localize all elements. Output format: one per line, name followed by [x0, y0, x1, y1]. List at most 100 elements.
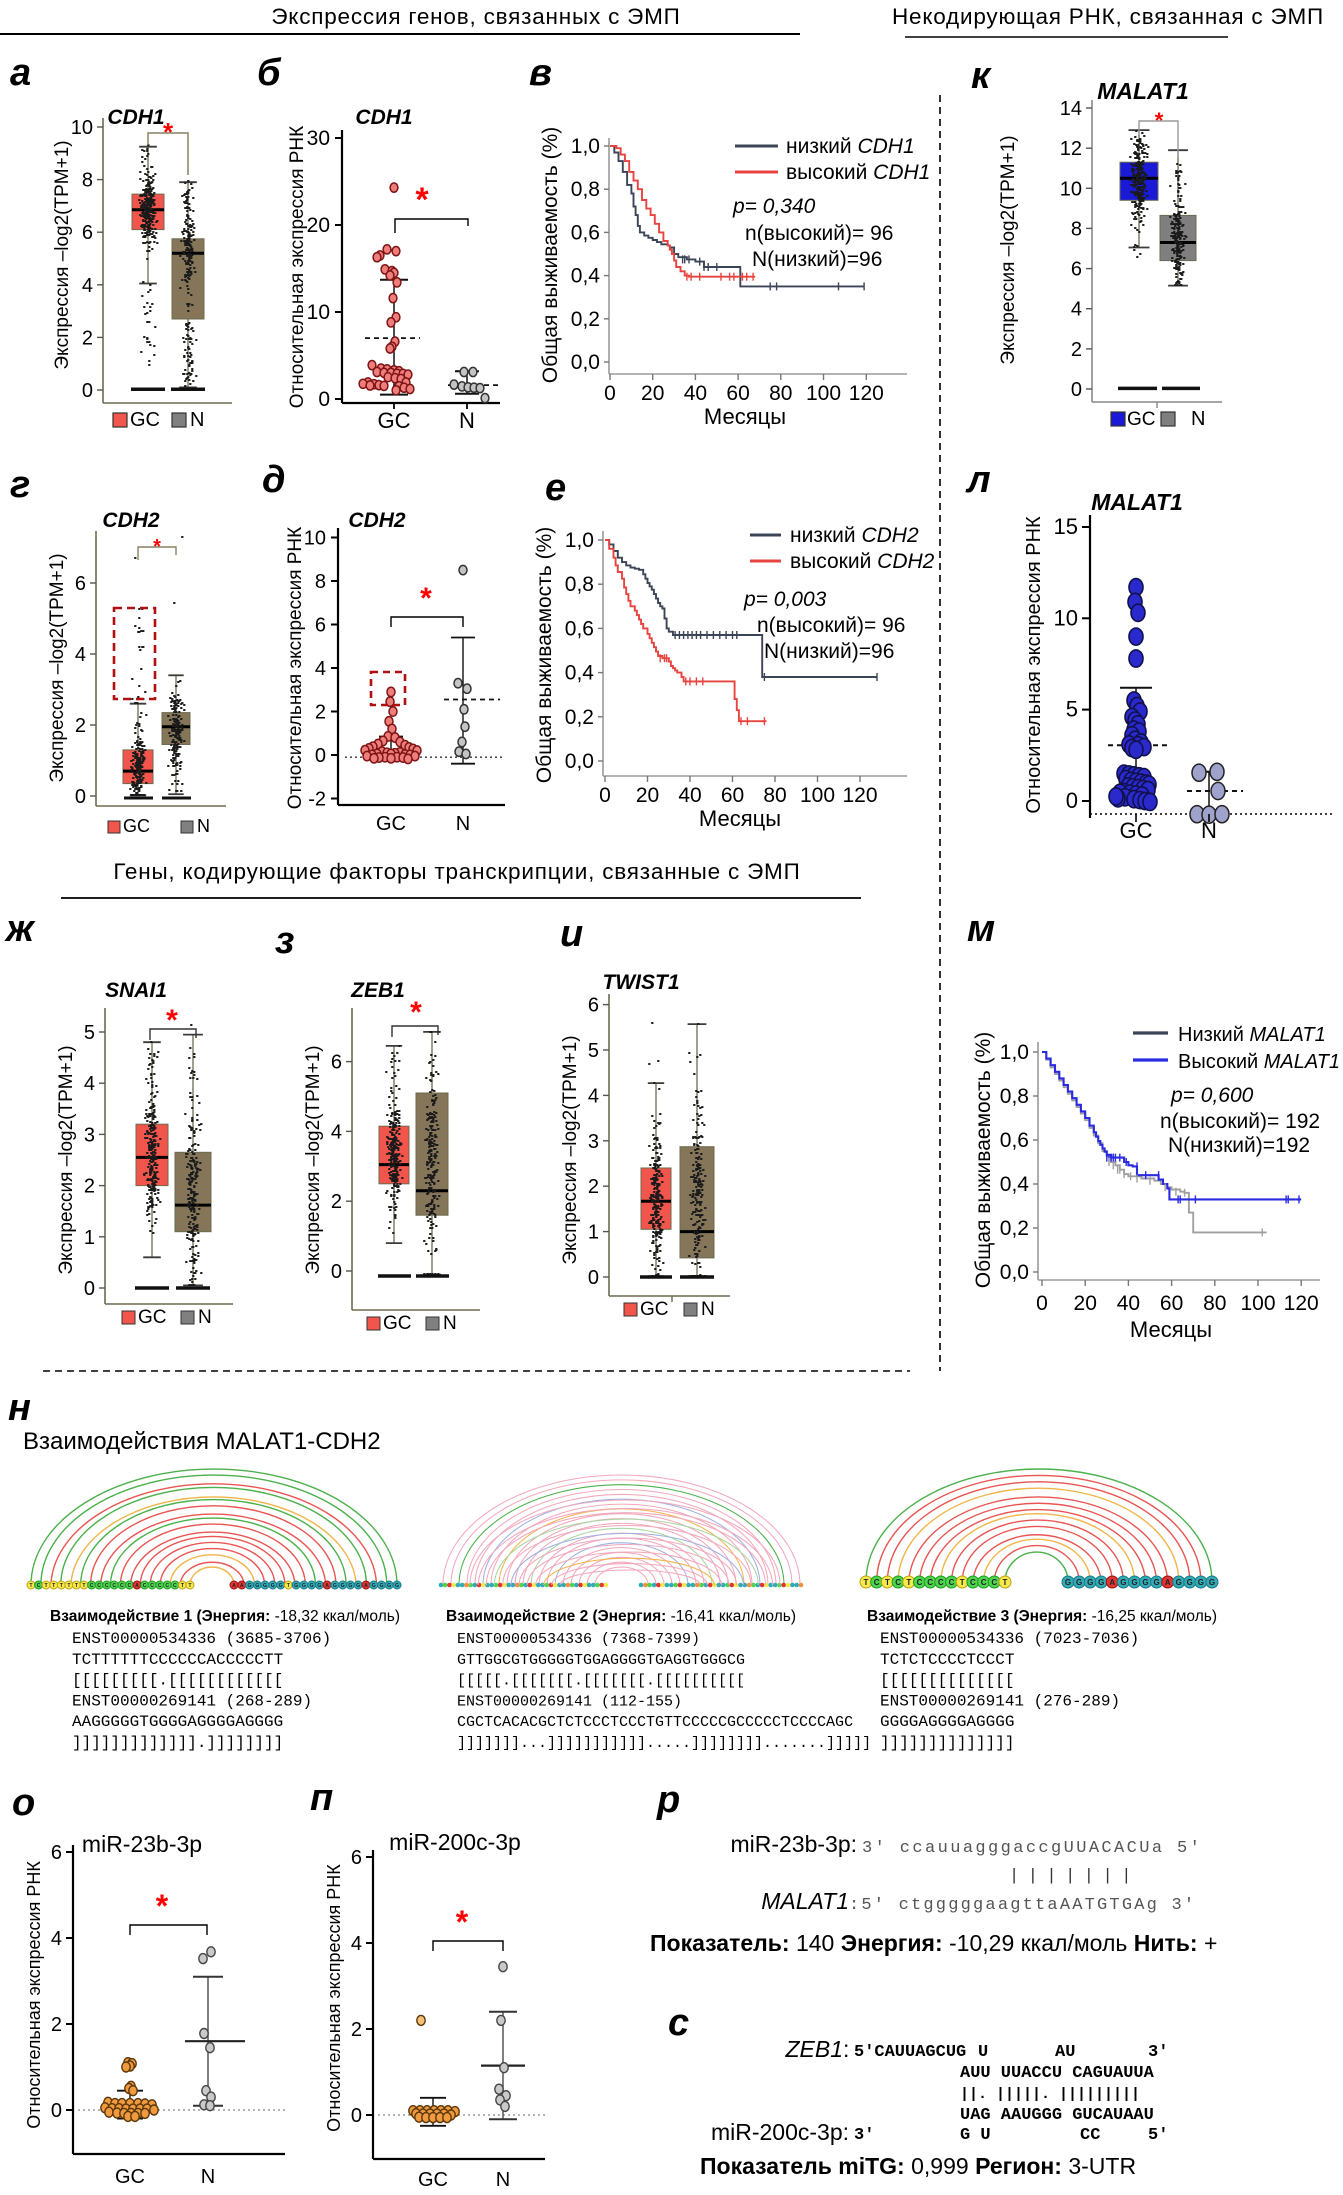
- svg-text:T: T: [52, 1583, 56, 1589]
- svg-text:2: 2: [331, 1191, 342, 1213]
- svg-text:100: 100: [800, 784, 835, 807]
- svg-text:Экспрессия генов, связанных с: Экспрессия генов, связанных с ЭМП: [271, 4, 680, 29]
- svg-text:5'CAUUAGCUG: 5'CAUUAGCUG: [854, 2043, 966, 2062]
- svg-text:CDH2: CDH2: [102, 509, 159, 532]
- svg-text:G: G: [333, 1583, 337, 1589]
- svg-text:2: 2: [82, 327, 93, 349]
- svg-text:GC: GC: [1120, 818, 1153, 843]
- svg-text:3' ccauuagggaccgUUACACUa 5': 3' ccauuagggaccgUUACACUa 5': [862, 1839, 1202, 1858]
- svg-text:ZEB1: ZEB1: [784, 2036, 843, 2062]
- svg-text:4: 4: [351, 1933, 362, 1955]
- svg-text:N: N: [197, 816, 210, 836]
- svg-text:T: T: [287, 1583, 291, 1589]
- svg-text:C: C: [105, 1583, 109, 1589]
- svg-text:G: G: [1187, 1578, 1193, 1587]
- svg-text:G: G: [1209, 1578, 1215, 1587]
- svg-text:1,0: 1,0: [1000, 1041, 1029, 1064]
- svg-text:к: к: [971, 55, 992, 97]
- svg-text:N: N: [459, 408, 475, 433]
- svg-text:низкий CDH2: низкий CDH2: [790, 524, 919, 547]
- svg-text:2: 2: [315, 702, 326, 724]
- svg-text:C: C: [158, 1583, 162, 1589]
- svg-text:T: T: [885, 1578, 890, 1587]
- svg-text:1: 1: [588, 1222, 599, 1244]
- svg-text:N: N: [201, 2166, 215, 2188]
- svg-text:TCTTTTTTCCCCCCACCCCCTT: TCTTTTTTCCCCCCACCCCCTT: [72, 1651, 283, 1669]
- svg-text:GC: GC: [376, 813, 406, 835]
- svg-text:[[[[[.[[[[[[[.[[[[[[[.[[[[[[[[: [[[[[.[[[[[[[.[[[[[[[.[[[[[[[[[[: [457, 1673, 745, 1690]
- svg-text:GC: GC: [383, 1313, 412, 1334]
- svg-text:T: T: [960, 1578, 965, 1587]
- svg-text:р: р: [656, 1779, 680, 1821]
- svg-text:G: G: [341, 1583, 345, 1589]
- svg-text:0: 0: [82, 380, 93, 402]
- svg-text:м: м: [967, 908, 995, 950]
- svg-text:80: 80: [763, 784, 786, 807]
- svg-text:з: з: [275, 920, 294, 962]
- svg-text:120: 120: [849, 382, 884, 405]
- svg-text:U: U: [978, 2043, 988, 2062]
- svg-text:CC: CC: [1080, 2126, 1100, 2145]
- svg-text:N: N: [443, 1313, 457, 1334]
- svg-text:miR-200c-3p:: miR-200c-3p:: [711, 2119, 849, 2145]
- svg-text:AU: AU: [1055, 2043, 1075, 2062]
- svg-text:N: N: [1201, 818, 1217, 843]
- svg-text:|||||||: |||||||: [1009, 1867, 1140, 1886]
- svg-text:UAG AAUGGG GUCAUAAU: UAG AAUGGG GUCAUAAU: [960, 2106, 1154, 2125]
- svg-text:C: C: [128, 1583, 132, 1589]
- svg-text:20: 20: [641, 382, 664, 405]
- svg-text:G: G: [247, 1583, 251, 1589]
- svg-text:0: 0: [1066, 788, 1078, 813]
- svg-text:80: 80: [1203, 1292, 1226, 1315]
- svg-text:ENST00000269141 (276-289): ENST00000269141 (276-289): [880, 1692, 1120, 1710]
- svg-text:miR-23b-3p: miR-23b-3p: [82, 1831, 202, 1857]
- svg-text:3': 3': [854, 2126, 874, 2145]
- svg-text:40: 40: [684, 382, 707, 405]
- svg-text:C: C: [895, 1578, 901, 1587]
- svg-text:6: 6: [315, 615, 326, 637]
- svg-text:6: 6: [75, 573, 86, 595]
- svg-text:*: *: [163, 117, 174, 147]
- svg-text:6: 6: [331, 1052, 342, 1074]
- svg-text:C: C: [874, 1578, 880, 1587]
- svg-text:G: G: [263, 1583, 267, 1589]
- svg-text:G: G: [271, 1583, 275, 1589]
- svg-text:C: C: [949, 1578, 955, 1587]
- svg-text:G: G: [348, 1583, 352, 1589]
- svg-text:G: G: [1142, 1578, 1148, 1587]
- svg-text:T: T: [29, 1583, 33, 1589]
- svg-text:GC: GC: [123, 816, 150, 836]
- svg-text:||. |||||. |||||||||: ||. |||||. |||||||||: [960, 2086, 1140, 2103]
- svg-text::: :: [843, 2036, 849, 2062]
- svg-text:*: *: [1155, 108, 1164, 133]
- svg-text:3: 3: [588, 1131, 599, 1153]
- svg-text:0: 0: [84, 1278, 95, 1300]
- svg-text:2: 2: [351, 2019, 362, 2041]
- svg-text:N(низкий)=96: N(низкий)=96: [752, 248, 882, 271]
- svg-text:C: C: [970, 1578, 976, 1587]
- svg-text:0,2: 0,2: [565, 706, 594, 729]
- svg-text:0: 0: [318, 388, 330, 411]
- svg-text:Экспрессия –log2(TPM+1): Экспрессия –log2(TPM+1): [303, 1045, 324, 1274]
- svg-text:0: 0: [315, 745, 326, 767]
- svg-text:C: C: [938, 1578, 944, 1587]
- svg-text:C: C: [991, 1578, 997, 1587]
- svg-text:Взаимодействие 2 (Энергия: -16: Взаимодействие 2 (Энергия: -16,41 ккал/м…: [446, 1608, 796, 1625]
- svg-text:6: 6: [588, 995, 599, 1017]
- svg-text:T: T: [1003, 1578, 1008, 1587]
- svg-text:0,4: 0,4: [1000, 1173, 1030, 1196]
- svg-text:G: G: [255, 1583, 259, 1589]
- svg-text:-2: -2: [308, 789, 326, 811]
- svg-text:п: п: [310, 1777, 333, 1819]
- svg-text:*: *: [153, 536, 161, 558]
- svg-text:A: A: [232, 1583, 236, 1589]
- svg-text:2: 2: [84, 1176, 95, 1198]
- svg-text:0: 0: [604, 382, 616, 405]
- svg-text:G: G: [310, 1583, 314, 1589]
- svg-text:C: C: [165, 1583, 169, 1589]
- svg-text:Месяцы: Месяцы: [1130, 1317, 1212, 1342]
- svg-text:120: 120: [1284, 1292, 1319, 1315]
- svg-text:5': 5': [1148, 2126, 1168, 2145]
- svg-text:л: л: [965, 459, 991, 501]
- svg-text:1: 1: [84, 1227, 95, 1249]
